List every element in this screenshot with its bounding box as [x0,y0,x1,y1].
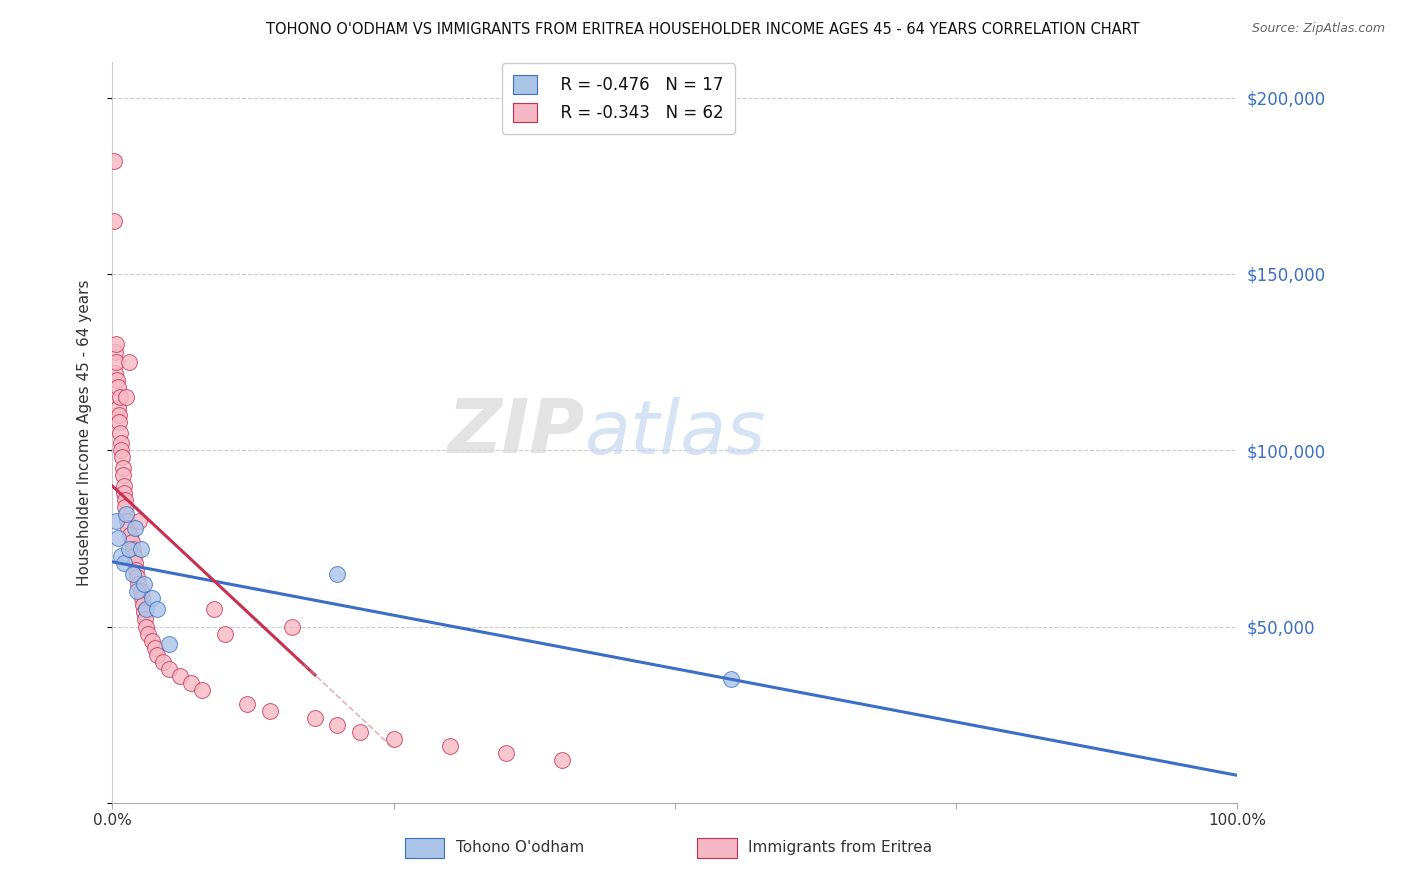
Point [129,541,152,556]
Point [112,478,135,492]
Point [108,415,131,429]
Point [107,532,129,546]
Point [115,390,138,404]
Point [110,549,132,563]
Point [180,676,202,690]
Point [107,380,129,394]
Text: ZIP: ZIP [447,396,585,469]
Point [105,373,128,387]
Point [157,662,180,676]
Point [103,154,125,169]
Bar [697,838,737,858]
Point [127,570,149,584]
Point [112,485,135,500]
Point [281,619,304,633]
Point [110,443,132,458]
Legend:   R = -0.476   N = 17,   R = -0.343   N = 62: R = -0.476 N = 17, R = -0.343 N = 62 [502,63,735,134]
Bar [405,838,444,858]
Point [152,655,174,669]
Point [121,566,143,581]
Point [236,697,259,711]
Text: TOHONO O'ODHAM VS IMMIGRANTS FROM ERITREA HOUSEHOLDER INCOME AGES 45 - 64 YEARS : TOHONO O'ODHAM VS IMMIGRANTS FROM ERITRE… [266,22,1140,37]
Point [191,683,214,698]
Point [134,612,156,626]
Point [202,602,225,616]
Point [112,467,135,482]
Point [110,436,132,450]
Point [326,718,349,732]
Point [495,747,517,761]
Point [326,566,349,581]
Point [112,556,135,570]
Point [104,366,127,380]
Point [720,673,742,687]
Point [138,626,160,640]
Point [382,732,405,747]
Point [141,633,163,648]
Point [103,214,125,228]
Point [117,521,139,535]
Point [118,541,141,556]
Text: Immigrants from Eritrea: Immigrants from Eritrea [748,839,932,855]
Point [127,577,149,591]
Point [439,739,461,754]
Point [135,619,157,633]
Point [128,514,150,528]
Point [118,355,141,369]
Point [120,528,142,542]
Point [105,355,128,369]
Point [551,754,574,768]
Point [121,541,143,556]
Point [115,507,138,521]
Point [110,425,132,440]
Point [141,591,163,606]
Point [122,549,145,563]
Point [135,602,157,616]
Point [104,337,127,351]
Point [111,450,134,465]
Point [169,669,191,683]
Point [114,492,136,507]
Point [129,584,152,599]
Point [111,461,134,475]
Point [214,626,236,640]
Y-axis label: Householder Income Ages 45 - 64 years: Householder Income Ages 45 - 64 years [77,279,91,586]
Text: atlas: atlas [585,397,766,468]
Point [143,640,166,655]
Point [114,500,136,514]
Point [104,514,127,528]
Point [349,725,371,739]
Point [146,648,169,662]
Point [107,408,129,422]
Point [132,606,155,620]
Text: Source: ZipAtlas.com: Source: ZipAtlas.com [1251,22,1385,36]
Point [107,401,129,415]
Point [104,344,127,359]
Point [115,514,138,528]
Point [121,535,143,549]
Point [259,704,281,718]
Point [131,591,153,606]
Point [146,602,169,616]
Point [124,556,146,570]
Point [108,390,131,404]
Text: Tohono O'odham: Tohono O'odham [456,839,583,855]
Point [132,577,155,591]
Point [304,711,326,725]
Point [124,521,146,535]
Point [125,563,148,577]
Point [127,584,149,599]
Point [157,637,180,651]
Point [132,599,155,613]
